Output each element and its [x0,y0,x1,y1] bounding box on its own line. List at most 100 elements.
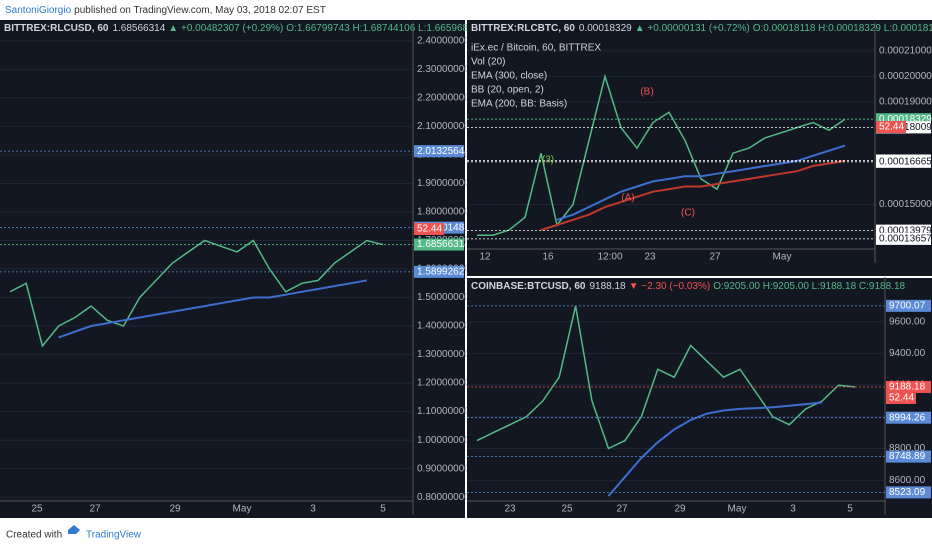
y-tick-label: 8800.00 [889,443,926,454]
y-tick-label: 1.20000000 [417,378,470,389]
price-label-box [876,155,931,168]
footer-brand[interactable]: TradingView [86,530,142,541]
study-label: Vol (20) [471,57,505,68]
quote: 9188.18 [589,281,626,292]
header: SantoniGiorgio published on TradingView.c… [5,5,326,16]
wave-annotation: (B) [640,87,653,98]
price-line [607,401,823,497]
price-label: 1.68566314 [417,239,470,250]
y-tick-label: 2.10000000 [417,121,470,132]
y-tick-label: 9600.00 [889,316,926,327]
author[interactable]: SantoniGiorgio [5,5,72,16]
x-tick-label: 25 [31,504,43,515]
x-tick-label: 23 [644,252,656,263]
x-tick-label: 27 [89,504,101,515]
chart-header: COINBASE:BTCUSD, 60 9188.18 ▼ −2.30 (−0.03… [471,281,906,292]
y-tick-label: 0.00015000 [879,199,932,210]
price-label-box [414,145,464,158]
price-label: 8748.89 [889,451,926,462]
x-tick-label: 27 [709,252,721,263]
price-label: 9700.07 [889,300,926,311]
x-tick-label: 3 [310,504,316,515]
study-label: BB (20, open, 2) [471,85,544,96]
y-tick-label: 0.00019000 [879,97,932,108]
x-tick-label: 29 [169,504,181,515]
price-label-box [886,380,931,393]
x-tick-label: 23 [504,504,516,515]
price-label-box [876,232,931,245]
symbol: COINBASE:BTCUSD, 60 [471,281,586,292]
ohlc: O:0.00018118 H:0.00018329 L:0.00018118 C… [753,23,932,34]
x-tick-label: 3 [790,504,796,515]
y-tick-label: 0.80000000 [417,492,470,503]
price-label: 0.00013657 [879,233,932,244]
y-tick-label: 1.50000000 [417,292,470,303]
x-tick-label: 12:00 [597,252,622,263]
y-tick-label: 1.10000000 [417,406,470,417]
change: ▲ +0.00000131 (+0.72%) [635,23,750,34]
indicator-label: 52.44 [879,122,904,133]
publish-info: published on TradingView.com, May 03, 20… [74,5,326,16]
chart-pane [467,20,932,276]
price-line [540,159,846,232]
x-tick-label: 5 [380,504,386,515]
symbol: BITTREX:RLCBTC, 60 [471,23,575,34]
price-label-box [414,265,464,278]
study-label: iEx.ec / Bitcoin, 60, BITTREX [471,43,601,54]
chart-header: BITTREX:RLCUSD, 60 1.68566314 ▲ +0.0048230… [4,23,506,34]
y-tick-label: 1.00000000 [417,435,470,446]
x-tick-label: 29 [674,504,686,515]
price-label: 9188.18 [889,382,926,393]
quote: 1.68566314 [112,23,165,34]
price-line [556,144,846,221]
x-tick-label: May [728,504,747,515]
y-tick-label: 1.80000000 [417,207,470,218]
indicator-box [876,121,906,133]
study-label: EMA (200, BB: Basis) [471,99,567,110]
indicator-label: 52.44 [417,224,442,235]
change: ▼ −2.30 (−0.03%) [629,281,711,292]
chart-pane [467,278,932,518]
y-tick-label: 8600.00 [889,475,926,486]
x-tick-label: 12 [479,252,491,263]
y-tick-label: 2.20000000 [417,93,470,104]
price-label: 0.00018329 [879,114,932,125]
y-tick-label: 2.40000000 [417,35,470,46]
footer-text: Created with [6,530,62,541]
wave-annotation: (3) [542,155,554,166]
wave-annotation: (A) [621,193,634,204]
y-tick-label: 2.30000000 [417,64,470,75]
price-line [9,239,384,348]
x-tick-label: May [773,252,792,263]
price-label: 1.58992627 [417,267,470,278]
price-label-box [886,411,931,424]
price-line [476,305,856,450]
price-label-box [414,238,464,251]
x-tick-label: 5 [847,504,853,515]
ohlc: O:9205.00 H:9205.00 L:9188.18 C:9188.18 [713,281,905,292]
price-line [477,73,846,236]
y-tick-label: 1.90000000 [417,178,470,189]
y-tick-label: 1.40000000 [417,321,470,332]
price-label-box [886,299,931,312]
y-tick-label: 0.00020000 [879,71,932,82]
price-label: 8994.26 [889,412,926,423]
quote: 0.00018329 [579,23,632,34]
y-tick-label: 1.30000000 [417,349,470,360]
ohlc: O:1.66799743 H:1.68744106 L:1.66596822 C… [286,23,506,34]
y-tick-label: 0.90000000 [417,463,470,474]
chart-header: BITTREX:RLCBTC, 60 0.00018329 ▲ +0.0000013… [471,23,932,34]
price-label-box [886,486,931,499]
price-line [58,279,367,339]
y-tick-label: 9400.00 [889,348,926,359]
price-label: 2.01325644 [417,146,470,157]
x-tick-label: 27 [616,504,628,515]
x-tick-label: 25 [561,504,573,515]
study-label: EMA (300, close) [471,71,547,82]
x-tick-label: 16 [542,252,554,263]
symbol: BITTREX:RLCUSD, 60 [4,23,109,34]
price-label: 8523.09 [889,487,926,498]
wave-annotation: (C) [681,208,695,219]
x-tick-label: May [233,504,252,515]
